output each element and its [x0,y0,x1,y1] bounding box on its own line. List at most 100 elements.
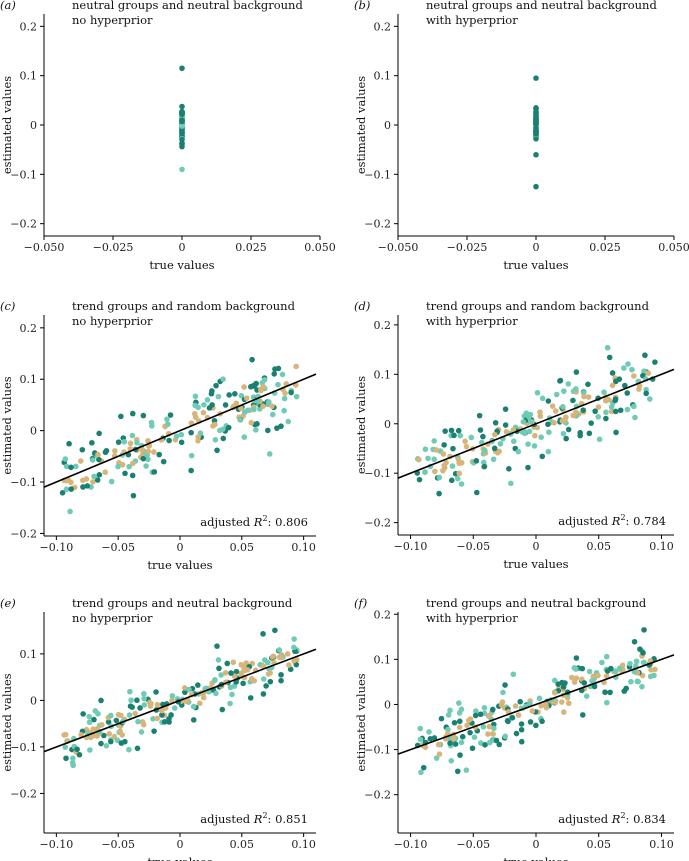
data-point [545,421,551,428]
y-tick-label: 0 [30,119,37,132]
chart-title-line2: no hyperprior [72,314,153,328]
data-point [537,409,543,415]
chart-title-line1: trend groups and neutral background [72,596,293,610]
data-point [538,702,545,709]
panel-label: (d) [354,299,370,313]
data-point [471,734,478,740]
data-point [447,707,453,714]
data-point [609,382,616,389]
y-tick-label: 0.1 [20,648,38,661]
data-point [66,440,72,447]
x-tick-label: 0 [179,241,186,254]
data-point [432,468,438,475]
data-point [179,103,185,110]
data-point [565,700,572,707]
data-point [617,665,623,672]
data-point [140,412,147,419]
y-tick-label: 0.2 [20,20,38,33]
data-point [165,421,171,427]
data-point [583,693,590,699]
data-point [115,463,121,470]
x-axis-label: true values [149,258,214,272]
data-point [637,646,643,652]
data-point [192,393,199,400]
data-point [573,386,579,392]
data-point [481,463,488,470]
data-point [595,404,602,410]
y-tick-label: 0.1 [20,70,38,83]
data-point [209,402,215,408]
data-point [640,650,646,656]
data-point [288,389,294,396]
data-point [213,690,219,697]
data-point [128,697,134,704]
data-point [571,665,578,671]
x-tick-label: −0.05 [456,540,490,553]
data-point [201,402,207,408]
data-point [612,668,619,674]
data-point [241,409,248,415]
chart-title-line2: no hyperprior [72,611,153,625]
data-point [476,412,483,419]
data-point [641,659,647,666]
data-point [130,492,137,499]
data-point [438,715,445,722]
panel-a: (a) neutral groups and neutral background… [0,0,336,272]
data-point [148,419,155,426]
data-point [63,463,70,470]
data-point [539,453,546,460]
data-point [455,427,462,434]
data-point [151,728,157,734]
data-point [291,636,297,642]
data-point [70,755,76,762]
r2-exponent: 2 [620,513,625,522]
data-point [86,713,92,720]
data-point [633,658,640,665]
data-point [525,441,531,447]
r2-annotation: adjusted R2: 0.834 [558,811,666,826]
data-point [533,75,539,81]
data-point [510,671,517,678]
data-point [485,731,491,737]
data-point [240,680,246,687]
data-point [494,449,501,456]
x-tick-label: 0.025 [235,241,267,254]
y-tick-label: 0.1 [374,368,392,381]
data-point [63,486,70,493]
data-point [73,463,79,470]
r2-value: : 0.806 [268,515,308,529]
data-point [467,716,474,722]
data-point [489,731,496,737]
chart-title-line1: trend groups and random background [426,299,650,313]
data-point [161,719,168,725]
data-point [68,464,74,471]
data-point [279,371,286,378]
data-point [510,438,517,445]
data-point [92,708,99,714]
data-point [70,762,76,769]
y-tick-label: 0 [384,698,391,711]
data-point [627,660,633,667]
data-point [276,647,283,653]
data-point [426,729,432,735]
data-point [126,746,132,753]
data-point [539,395,546,402]
y-tick-label: 0.2 [20,322,38,335]
data-point [625,361,631,367]
regression-line [43,648,317,753]
data-point [89,439,95,446]
data-point [138,729,145,735]
data-point [652,359,658,365]
data-point [477,711,484,718]
data-point [233,400,240,407]
data-point [293,393,300,400]
data-point [173,433,180,440]
data-point [420,764,427,771]
data-point [512,703,519,709]
data-point [145,438,151,444]
data-point [90,479,96,485]
data-point [212,676,218,683]
regression-line [397,368,675,479]
data-point [248,383,254,390]
data-point [200,694,207,701]
